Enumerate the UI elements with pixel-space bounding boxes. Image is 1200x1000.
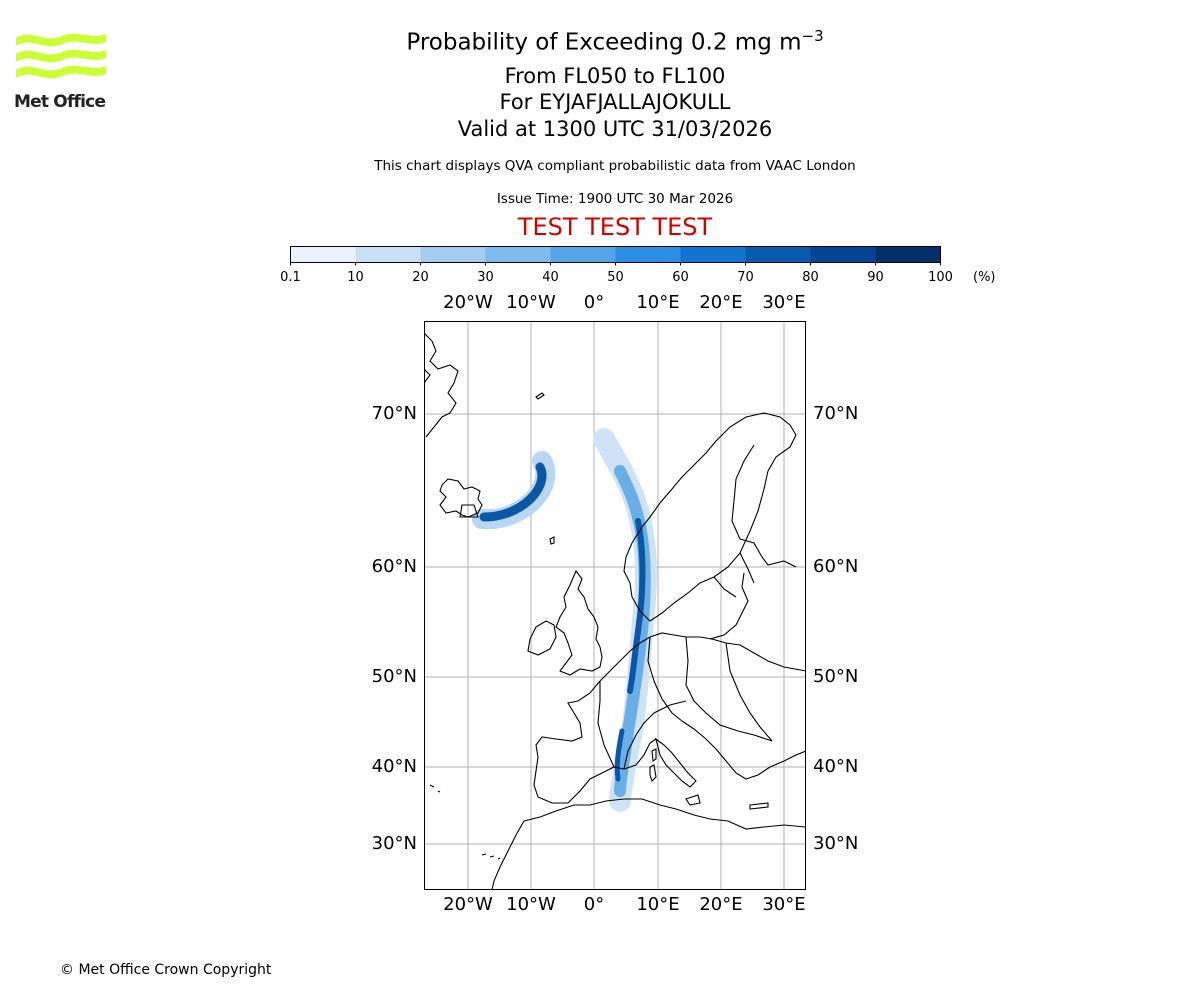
colorbar-segment	[810, 246, 876, 263]
greenland-inlet	[424, 368, 431, 384]
met-office-wave-icon	[16, 33, 106, 79]
lat-label-right: 50°N	[813, 666, 859, 687]
lon-label-bottom: 30°E	[762, 894, 806, 915]
chart-title: Probability of Exceeding 0.2 mg m−3	[406, 27, 824, 56]
lat-label-left: 30°N	[371, 833, 417, 854]
volcano-marker	[459, 504, 479, 518]
lon-label-top: 0°	[583, 292, 605, 313]
inland-borders	[597, 552, 773, 770]
colorbar-tick-label: 100	[928, 270, 953, 285]
lon-label-top: 20°W	[443, 292, 493, 313]
italy-coast	[655, 737, 697, 788]
map-panel	[424, 321, 806, 890]
lon-label-top: 30°E	[762, 292, 806, 313]
plume-core-north	[627, 518, 646, 694]
azores	[429, 784, 441, 793]
source-note: This chart displays QVA compliant probab…	[374, 158, 856, 174]
crete	[749, 802, 769, 810]
corsica	[651, 748, 657, 762]
flight-levels: From FL050 to FL100	[504, 64, 726, 88]
lat-label-left: 60°N	[371, 556, 417, 577]
france-iberia-coast	[533, 680, 657, 804]
lon-label-bottom: 20°W	[443, 894, 493, 915]
lon-label-bottom: 10°E	[636, 894, 680, 915]
colorbar-tick-label: 30	[477, 270, 494, 285]
lat-label-right: 70°N	[813, 403, 859, 424]
colorbar-tick-label: 10	[347, 270, 364, 285]
graticule	[424, 321, 806, 890]
sicily	[685, 794, 701, 806]
faroe-islands	[549, 536, 555, 545]
balkans-coast	[681, 720, 806, 780]
colorbar-tick-label: 60	[672, 270, 689, 285]
lat-label-right: 40°N	[813, 756, 859, 777]
colorbar-tick-label: 20	[412, 270, 429, 285]
valid-time: Valid at 1300 UTC 31/03/2026	[457, 117, 773, 141]
met-office-logo: Met Office	[14, 30, 108, 112]
lon-label-bottom: 10°W	[506, 894, 556, 915]
colorbar-segment	[485, 246, 551, 263]
plume-core-iceland	[479, 462, 547, 522]
unit-exponent: −3	[801, 27, 824, 45]
lat-label-left: 70°N	[371, 403, 417, 424]
volcano-name: For EYJAFJALLAJOKULL	[499, 90, 731, 114]
lon-label-top: 10°E	[636, 292, 680, 313]
baltic-states	[709, 572, 749, 640]
colorbar-tick-label: 40	[542, 270, 559, 285]
iceland-coast	[439, 478, 483, 518]
sardinia	[649, 764, 657, 783]
colorbar-segment	[550, 246, 616, 263]
map-frame	[424, 321, 806, 890]
plume-core-south	[614, 728, 625, 782]
gulf-of-bothnia	[731, 444, 797, 568]
ireland-coast	[527, 620, 557, 656]
north-africa-coast	[523, 798, 806, 830]
colorbar-segment	[875, 246, 941, 263]
colorbar-tick-label: 80	[802, 270, 819, 285]
colorbar-segment	[615, 246, 681, 263]
plume-mid-north	[614, 465, 651, 797]
lon-label-top: 10°W	[506, 292, 556, 313]
great-britain-coast	[555, 569, 603, 676]
lon-label-bottom: 20°E	[699, 894, 743, 915]
morocco-coast	[491, 820, 525, 890]
jan-mayen	[535, 392, 545, 400]
lon-label-top: 20°E	[699, 292, 743, 313]
canary-islands	[481, 853, 501, 860]
copyright: © Met Office Crown Copyright	[60, 962, 272, 978]
lat-label-right: 30°N	[813, 833, 859, 854]
colorbar-segment	[420, 246, 486, 263]
colorbar-segment	[290, 246, 356, 263]
lon-label-bottom: 0°	[583, 894, 605, 915]
colorbar	[290, 246, 941, 266]
test-banner: TEST TEST TEST	[517, 213, 713, 241]
colorbar-segment	[745, 246, 811, 263]
colorbar-tick-label: 0.1	[280, 270, 301, 285]
lat-label-right: 60°N	[813, 556, 859, 577]
colorbar-tick-label: 70	[737, 270, 754, 285]
coastlines	[424, 332, 806, 890]
lat-label-left: 40°N	[371, 756, 417, 777]
scandinavia-coast	[623, 412, 797, 622]
colorbar-tick-label: 90	[867, 270, 884, 285]
colorbar-segment	[355, 246, 421, 263]
colorbar-tick-label: 50	[607, 270, 624, 285]
lat-label-left: 50°N	[371, 666, 417, 687]
issue-time: Issue Time: 1900 UTC 30 Mar 2026	[496, 191, 734, 207]
ash-plume	[472, 428, 657, 812]
greenland-coast	[424, 332, 459, 438]
logo-text: Met Office	[14, 92, 106, 112]
colorbar-segment	[680, 246, 746, 263]
colorbar-unit: (%)	[973, 270, 996, 285]
